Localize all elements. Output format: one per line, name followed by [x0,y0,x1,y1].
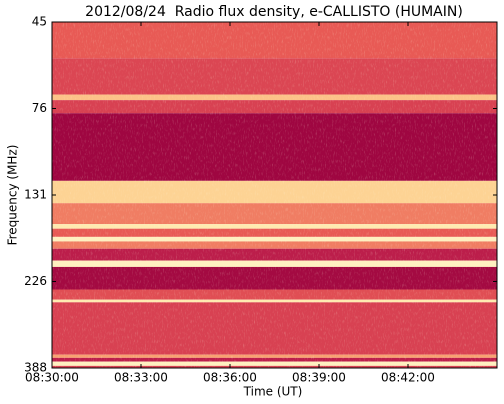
y-tick-label: 76 [32,101,47,115]
x-tick-label: 08:30:00 [25,371,79,385]
y-axis-label: Frequency (MHz) [6,145,20,246]
x-tick-label: 08:36:00 [203,371,257,385]
chart-title: 2012/08/24 Radio flux density, e-CALLIST… [85,4,463,20]
x-tick-label: 08:33:00 [114,371,168,385]
y-tick-label: 388 [24,361,47,375]
x-axis-label: Time (UT) [243,385,303,399]
y-tick-label: 45 [32,15,47,29]
x-tick-label: 08:39:00 [292,371,346,385]
y-tick-label: 226 [24,274,47,288]
x-tick-label: 08:42:00 [381,371,435,385]
y-tick-label: 131 [24,188,47,202]
noise-texture [52,22,497,368]
